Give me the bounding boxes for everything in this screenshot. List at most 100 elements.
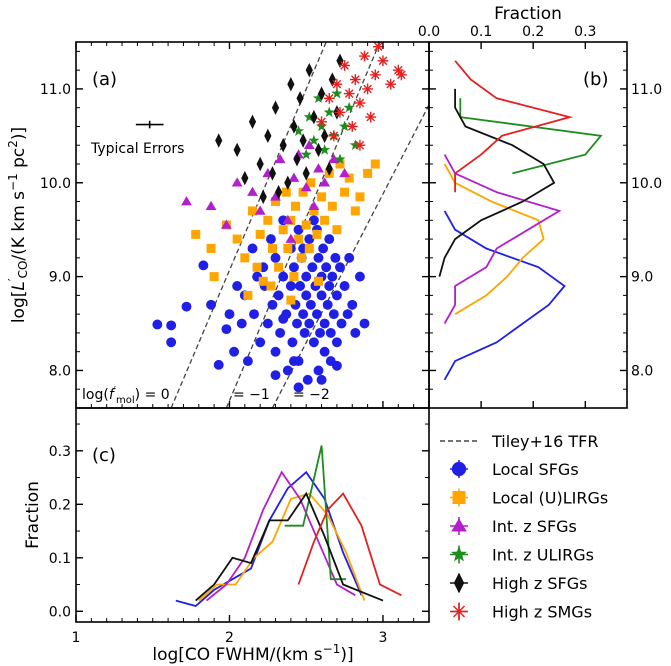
data-point: [229, 346, 240, 357]
legend-label: High z SMGs: [492, 603, 592, 622]
hist-y-high-z-sfgs: [438, 88, 556, 277]
legend: Tiley+16 TFR Local SFGs Local (U)LIRGs Int…: [440, 432, 608, 622]
data-point: [274, 184, 283, 200]
data-point: [262, 318, 273, 329]
a-ytick-label: 10.0: [40, 176, 71, 192]
data-point: [331, 337, 342, 348]
c-ytick-label: 0.1: [49, 551, 71, 567]
data-point: [339, 120, 351, 132]
data-point: [355, 192, 365, 202]
data-point: [395, 69, 407, 81]
data-point: [354, 271, 365, 282]
data-point: [293, 224, 304, 235]
data-point: [271, 100, 280, 115]
panel-a-ylabel: log[L′CO/(K km s−1 pc2)]: [6, 127, 30, 323]
b-ytick-label: 11.0: [631, 82, 662, 98]
data-point: [307, 262, 318, 273]
legend-marker: [451, 603, 467, 620]
c-xtick-label: 1: [72, 630, 81, 646]
data-point: [288, 262, 299, 273]
data-point: [181, 301, 192, 312]
data-point: [327, 201, 337, 211]
data-point: [325, 161, 333, 176]
data-point: [279, 138, 287, 153]
legend-entry: Local (U)LIRGs: [450, 488, 608, 508]
tfr-label-1: = −1: [233, 387, 270, 403]
data-point: [312, 309, 322, 320]
data-point: [313, 276, 323, 286]
data-point: [336, 53, 344, 68]
data-point: [319, 144, 331, 155]
data-point: [255, 229, 265, 239]
b-xtick-label: 0.0: [418, 24, 440, 40]
data-point: [267, 243, 277, 253]
c-ytick-label: 0.2: [49, 497, 71, 513]
data-point: [328, 130, 340, 142]
data-point: [313, 252, 324, 263]
tfr-line-1: [225, 42, 381, 408]
data-point: [305, 62, 313, 78]
data-point: [313, 163, 324, 173]
data-point: [335, 262, 345, 273]
data-point: [299, 133, 307, 148]
data-point: [281, 187, 291, 197]
data-point: [350, 206, 360, 216]
data-point: [247, 186, 258, 196]
b-ytick-label: 9.0: [631, 270, 653, 286]
data-point: [363, 168, 373, 178]
data-point: [359, 318, 370, 329]
data-point: [304, 234, 315, 245]
data-point: [213, 359, 224, 370]
legend-entry: High z SFGs: [450, 572, 587, 594]
data-point: [313, 365, 324, 376]
data-point: [344, 173, 354, 183]
data-point: [319, 318, 330, 329]
data-point: [308, 134, 320, 146]
data-point: [335, 159, 345, 169]
data-point: [300, 182, 312, 192]
data-point: [248, 206, 257, 216]
data-point: [339, 60, 350, 71]
data-point: [236, 318, 247, 329]
data-point: [316, 116, 327, 128]
panel-c-ylabel: Fraction: [23, 481, 43, 549]
data-point: [331, 78, 343, 90]
data-point: [274, 262, 284, 272]
data-point: [365, 111, 377, 123]
data-point: [290, 119, 298, 134]
data-point: [330, 252, 341, 263]
c-ytick-label: 0.3: [49, 444, 71, 460]
data-point: [319, 177, 331, 187]
hist-y-int-z-ulirgs: [459, 98, 603, 175]
data-point: [325, 356, 336, 367]
data-point: [362, 83, 374, 95]
data-point: [302, 374, 313, 385]
data-point: [298, 187, 308, 197]
data-point: [332, 225, 342, 235]
data-point: [350, 327, 361, 338]
hist-x-local-sfgs: [175, 470, 363, 607]
data-point: [289, 272, 299, 282]
data-point: [316, 290, 327, 301]
data-point: [254, 205, 266, 215]
data-point: [301, 271, 312, 282]
data-point: [317, 86, 326, 101]
legend-entry: Int. z SFGs: [450, 517, 577, 536]
panel-b-frame: [428, 41, 628, 409]
data-point: [292, 125, 305, 136]
series-local-u-lirgs: [191, 159, 380, 305]
data-point: [283, 243, 293, 253]
panel-c-xlabel: log[CO FWHM/(km s−1)]: [152, 642, 353, 665]
data-point: [293, 152, 301, 167]
data-point: [248, 114, 257, 129]
data-point: [354, 139, 366, 151]
data-point: [274, 153, 286, 164]
data-point: [319, 346, 330, 357]
data-point: [282, 365, 293, 376]
a-ytick-label: 9.0: [49, 270, 71, 286]
data-point: [323, 106, 335, 118]
hist-y-int-z-sfgs: [443, 154, 562, 324]
data-point: [315, 327, 325, 338]
data-point: [278, 313, 289, 324]
